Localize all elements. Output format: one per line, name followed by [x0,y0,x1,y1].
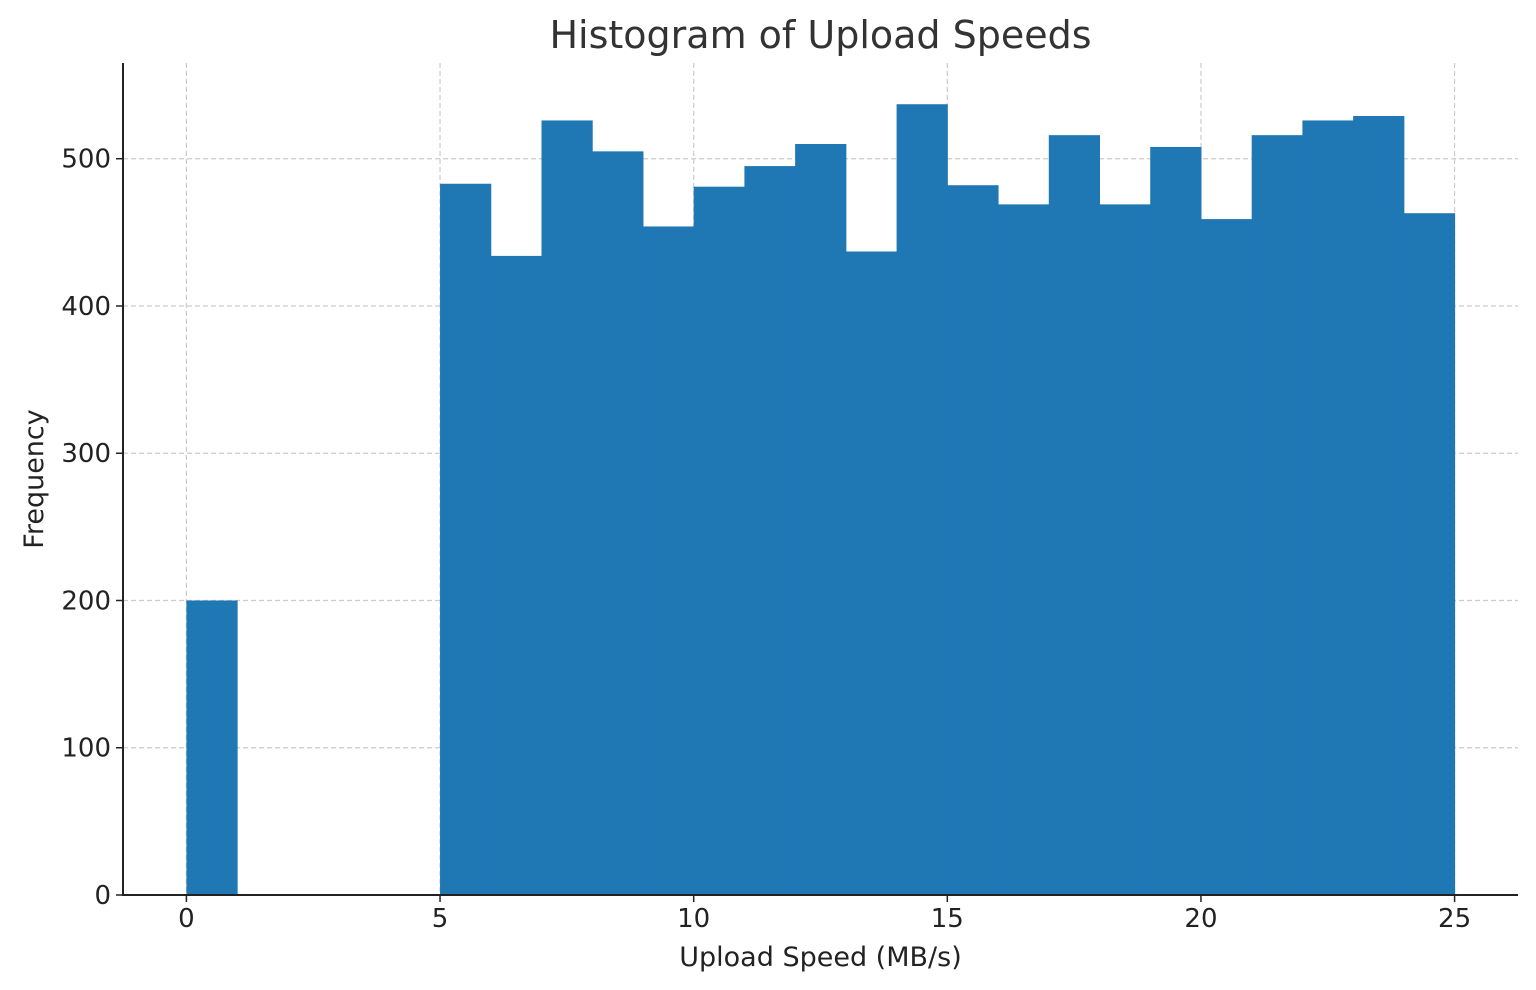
y-tick-label: 300 [61,439,111,469]
x-tick-label: 25 [1438,904,1471,934]
histogram-bar [1150,146,1202,895]
y-tick-label: 0 [94,881,111,911]
histogram-bar [947,185,999,895]
histogram-bar [693,186,745,896]
histogram-bar [490,255,542,895]
histogram-bar [1403,213,1456,895]
histogram-bar [744,166,796,895]
x-tick-label: 15 [931,904,964,934]
histogram-bar [541,120,593,895]
histogram-bar [845,251,898,895]
histogram-bar [1251,135,1303,895]
histogram-bar [1353,116,1405,895]
histogram-bar [1099,204,1151,895]
x-tick-label: 0 [178,904,195,934]
y-tick-label: 200 [61,586,111,616]
x-axis-label: Upload Speed (MB/s) [679,942,961,973]
y-tick-label: 500 [61,145,111,175]
histogram-bar [642,226,695,896]
histogram-bar [1302,120,1354,895]
histogram-bar [896,104,948,895]
y-tick-label: 100 [61,734,111,764]
y-tick-label: 400 [61,292,111,322]
ticks: 0 5 10 15 20 25 0 100 200 300 400 500 [61,145,1471,934]
histogram-bar [1048,135,1100,895]
bars [186,104,1456,896]
histogram-bar [440,183,492,896]
histogram-bar [795,143,847,895]
histogram-bar [1200,219,1253,895]
x-tick-label: 5 [432,904,449,934]
x-tick-label: 10 [677,904,710,934]
histogram-bar [998,204,1050,895]
chart-title: Histogram of Upload Speeds [549,13,1091,57]
x-tick-label: 20 [1184,904,1217,934]
axes [122,63,1518,896]
y-axis-label: Frequency [19,409,50,549]
histogram-bar [592,151,644,895]
histogram-bar [186,600,238,895]
